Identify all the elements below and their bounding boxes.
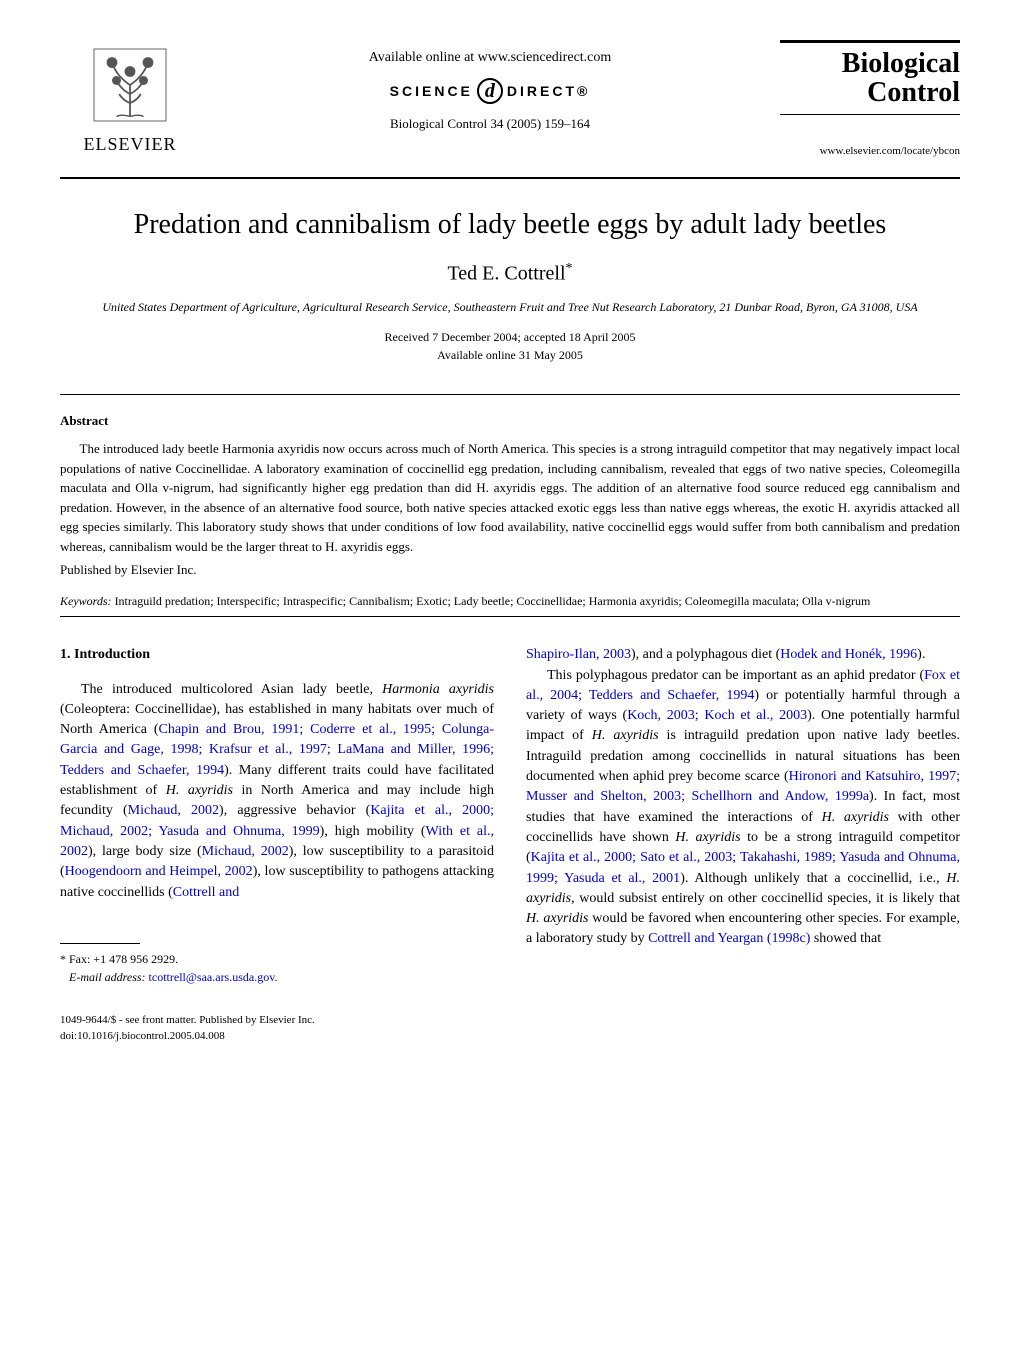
elsevier-tree-icon — [85, 40, 175, 130]
left-column: 1. Introduction The introduced multicolo… — [60, 645, 494, 1045]
citation-link[interactable]: Shapiro-Ilan, 2003 — [526, 647, 631, 662]
sd-post: DIRECT® — [507, 83, 590, 99]
taxon: H. axyridis — [166, 783, 233, 798]
citation-link[interactable]: Hodek and Honék, 1996 — [780, 647, 917, 662]
citation-link[interactable]: Koch, 2003; Koch et al., 2003 — [627, 708, 807, 723]
footnote-block: * Fax: +1 478 956 2929. E-mail address: … — [60, 950, 494, 986]
pub-note: Published by Elsevier Inc. — [60, 562, 960, 578]
keywords-block: Keywords: Intraguild predation; Interspe… — [60, 592, 960, 610]
t: ), and a polyphagous diet ( — [631, 647, 780, 662]
journal-title-box: Biological Control www.elsevier.com/loca… — [780, 40, 960, 157]
journal-url: www.elsevier.com/locate/ybcon — [780, 145, 960, 157]
abstract-top-rule — [60, 394, 960, 395]
t: ). Although unlikely that a coccinellid,… — [680, 871, 946, 886]
journal-top-rule — [780, 40, 960, 43]
t: , would subsist entirely on other coccin… — [571, 891, 960, 906]
t: ), large body size ( — [88, 844, 202, 859]
available-online-text: Available online at www.sciencedirect.co… — [200, 50, 780, 66]
abstract-heading: Abstract — [60, 413, 960, 429]
body-columns: 1. Introduction The introduced multicolo… — [60, 645, 960, 1045]
science-direct-logo: SCIENCE d DIRECT® — [200, 78, 780, 104]
fn-email-link[interactable]: tcottrell@saa.ars.usda.gov — [149, 970, 275, 984]
journal-title: Biological Control — [780, 49, 960, 108]
taxon: H. axyridis — [822, 810, 889, 825]
t: ), aggressive behavior ( — [219, 803, 370, 818]
journal-title-l2: Control — [867, 77, 960, 108]
keywords-content: Intraguild predation; Interspecific; Int… — [115, 594, 871, 608]
page-header: ELSEVIER Available online at www.science… — [60, 40, 960, 157]
t: ). — [917, 647, 925, 662]
author-name: Ted E. Cottrell — [447, 262, 565, 284]
citation-link[interactable]: Michaud, 2002 — [128, 803, 219, 818]
author-marker: * — [566, 261, 573, 276]
sd-pre: SCIENCE — [390, 83, 473, 99]
citation-link[interactable]: Cottrell and — [173, 885, 240, 900]
publisher-name: ELSEVIER — [84, 134, 177, 155]
copyright-block: 1049-9644/$ - see front matter. Publishe… — [60, 1012, 494, 1045]
citation-link[interactable]: Hoogendoorn and Heimpel, 2002 — [65, 864, 253, 879]
fn-email-label: E-mail address: — [69, 970, 146, 984]
intro-para-right-cont: Shapiro-Ilan, 2003), and a polyphagous d… — [526, 645, 960, 665]
intro-heading: 1. Introduction — [60, 645, 494, 665]
intro-para-left: The introduced multicolored Asian lady b… — [60, 680, 494, 903]
taxon: H. axyridis — [675, 830, 740, 845]
header-rule — [60, 177, 960, 179]
affiliation: United States Department of Agriculture,… — [60, 299, 960, 316]
footnote-rule — [60, 943, 140, 944]
taxon: H. axyridis — [526, 911, 589, 926]
journal-title-l1: Biological — [842, 48, 960, 79]
publisher-logo: ELSEVIER — [60, 40, 200, 155]
received-date: Received 7 December 2004; accepted 18 Ap… — [385, 330, 636, 344]
keywords-label: Keywords: — [60, 594, 112, 608]
fn-period: . — [274, 970, 277, 984]
t: The introduced multicolored Asian lady b… — [81, 682, 382, 697]
taxon: Harmonia axyridis — [382, 682, 494, 697]
available-date: Available online 31 May 2005 — [437, 348, 583, 362]
t: showed that — [810, 931, 881, 946]
fn-fax: Fax: +1 478 956 2929. — [66, 952, 178, 966]
article-dates: Received 7 December 2004; accepted 18 Ap… — [60, 328, 960, 364]
copyright-l2: doi:10.1016/j.biocontrol.2005.04.008 — [60, 1030, 225, 1042]
journal-issue-info: Biological Control 34 (2005) 159–164 — [200, 116, 780, 132]
copyright-l1: 1049-9644/$ - see front matter. Publishe… — [60, 1014, 315, 1026]
citation-link[interactable]: Cottrell and Yeargan (1998c) — [648, 931, 810, 946]
article-title: Predation and cannibalism of lady beetle… — [60, 209, 960, 241]
author-line: Ted E. Cottrell* — [60, 261, 960, 286]
journal-under-rule — [780, 114, 960, 115]
taxon: H. axyridis — [592, 728, 659, 743]
right-column: Shapiro-Ilan, 2003), and a polyphagous d… — [526, 645, 960, 1045]
keywords-rule — [60, 616, 960, 617]
sd-icon: d — [477, 78, 503, 104]
t: This polyphagous predator can be importa… — [547, 668, 924, 683]
intro-para-right-2: This polyphagous predator can be importa… — [526, 666, 960, 950]
citation-link[interactable]: Michaud, 2002 — [202, 844, 289, 859]
center-header: Available online at www.sciencedirect.co… — [200, 40, 780, 132]
t: ), high mobility ( — [320, 824, 426, 839]
abstract-text: The introduced lady beetle Harmonia axyr… — [60, 439, 960, 556]
